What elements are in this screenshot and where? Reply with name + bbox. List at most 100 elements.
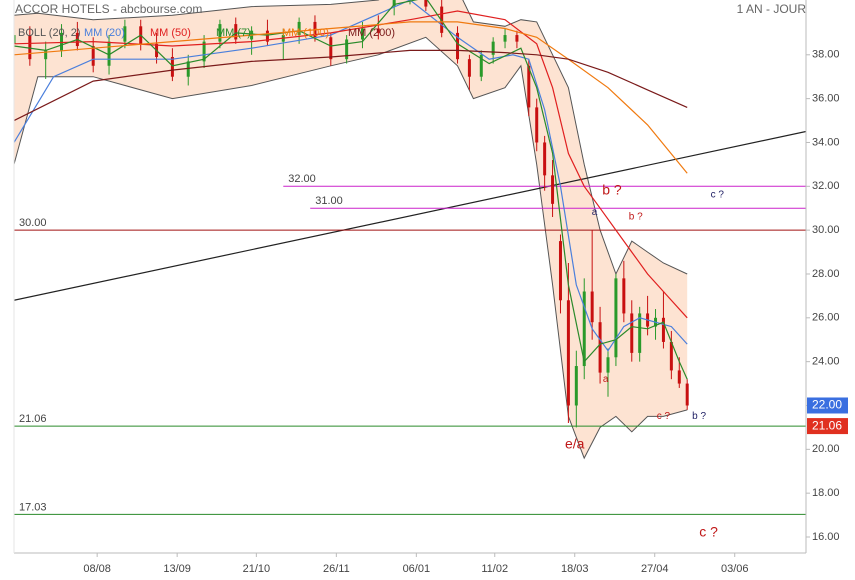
legend-entry: MM (100): [282, 27, 329, 39]
annotation: a: [603, 374, 609, 385]
annotation: b ?: [602, 181, 622, 197]
x-tick-label: 03/06: [721, 563, 749, 575]
moving-average: [14, 49, 688, 122]
price-tag-label: 22.00: [812, 398, 842, 412]
candle-body: [630, 313, 634, 353]
y-tick-label: 32.00: [812, 180, 840, 192]
candle-body: [376, 28, 380, 33]
moving-average: [14, 0, 688, 380]
candle-body: [186, 61, 190, 77]
candle-body: [551, 175, 555, 204]
candle-body: [218, 24, 222, 42]
candle-body: [491, 41, 495, 55]
candle-body: [28, 35, 32, 60]
y-tick-label: 24.00: [812, 356, 840, 368]
legend-entry: MM (50): [150, 27, 191, 39]
moving-average: [14, 10, 688, 319]
candle-body: [677, 370, 681, 384]
bollinger-lower: [14, 36, 688, 460]
price-tag-label: 21.06: [812, 418, 842, 432]
candle-body: [574, 366, 578, 406]
annotation: c ?: [711, 190, 725, 201]
candle-body: [669, 341, 673, 371]
annotation: c ?: [699, 523, 718, 539]
candle-body: [424, 0, 428, 7]
candle-body: [123, 26, 127, 42]
x-tick-label: 06/01: [403, 563, 431, 575]
annotation: e/a: [565, 436, 585, 452]
x-tick-label: 08/08: [83, 563, 111, 575]
candle-body: [360, 28, 364, 40]
candle-body: [234, 24, 238, 40]
candle-body: [107, 41, 111, 66]
bollinger-band: [14, 0, 688, 459]
candle-body: [479, 54, 483, 77]
level-label: 32.00: [288, 173, 316, 185]
candle-body: [297, 21, 301, 36]
level-label: 30.00: [19, 217, 47, 229]
candle-body: [60, 32, 64, 51]
candle-body: [515, 35, 519, 42]
moving-average: [14, 0, 688, 352]
candle-body: [202, 41, 206, 62]
level-label: 31.00: [315, 195, 343, 207]
candle-body: [582, 291, 586, 367]
candle-body: [91, 46, 95, 66]
candle-body: [440, 6, 444, 33]
candle-body: [456, 32, 460, 60]
price-tag: [807, 418, 848, 435]
candle-body: [606, 357, 610, 373]
x-tick-label: 11/02: [481, 563, 508, 575]
candle-body: [467, 59, 471, 77]
candle-body: [614, 278, 618, 358]
candle-body: [503, 35, 507, 42]
candle-body: [535, 107, 539, 143]
candle-body: [566, 300, 570, 406]
price-tag: [807, 397, 848, 414]
period: 1 AN - JOUR: [737, 2, 807, 16]
y-tick-label: 34.00: [812, 136, 840, 148]
annotation: b ?: [629, 212, 643, 223]
candle-body: [392, 0, 396, 7]
legend-entry: MM (200): [348, 27, 395, 39]
y-tick-label: 16.00: [812, 531, 840, 543]
moving-average: [14, 21, 688, 174]
x-tick-label: 18/03: [561, 563, 589, 575]
candle-body: [590, 291, 594, 323]
y-tick-label: 30.00: [812, 224, 840, 236]
chart-title: ACCOR HOTELS - abcbourse.com: [15, 2, 202, 16]
legend-entry: BOLL (20, 2): [18, 27, 81, 39]
candle-body: [685, 383, 689, 406]
candle-body: [527, 65, 531, 108]
candle-body: [622, 278, 626, 314]
x-tick-label: 21/10: [243, 563, 271, 575]
y-tick-label: 28.00: [812, 268, 840, 280]
candle-body: [345, 39, 349, 60]
y-tick-label: 20.00: [812, 443, 840, 455]
y-tick-label: 38.00: [812, 49, 840, 61]
candle-body: [558, 241, 562, 301]
annotation: c ?: [657, 411, 671, 422]
candle-body: [543, 142, 547, 176]
legend-entry: MM (20): [84, 27, 125, 39]
x-tick-label: 26/11: [323, 563, 350, 575]
candle-body: [44, 50, 48, 60]
candle-body: [170, 56, 174, 77]
trendline: [14, 130, 806, 301]
candle-body: [598, 322, 602, 373]
legend-entry: MM (7): [216, 27, 251, 39]
plot-area: 32.00 31.00 30.00 21.06 17.03 b ? a b ? c ? e/a a c…: [14, 0, 806, 539]
axes: 16.00 18.00 20.00 22.00 24.00 26.00 28.00 30.00…: [13, 0, 848, 575]
candle-body: [14, 35, 16, 44]
level-label: 21.06: [19, 413, 47, 425]
candle-body: [638, 313, 642, 353]
annotation: a: [592, 207, 598, 218]
y-tick-label: 18.00: [812, 487, 840, 499]
candle-body: [329, 37, 333, 60]
level-label: 17.03: [19, 501, 47, 513]
candle-body: [661, 317, 665, 342]
bollinger-upper: [14, 0, 688, 276]
y-tick-label: 26.00: [812, 312, 840, 324]
